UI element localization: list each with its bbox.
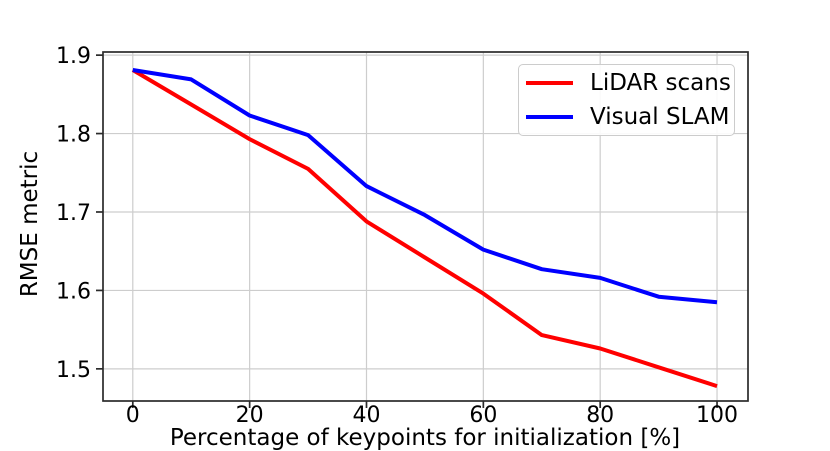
visual-slam-line-swatch [526,115,573,119]
legend-item-lidar-scans: LiDAR scans [526,66,731,100]
x-axis-label: Percentage of keypoints for initializati… [170,425,680,451]
x-tick-label: 0 [126,403,140,428]
x-tick-label: 80 [586,403,614,428]
x-tick-label: 100 [696,403,738,428]
y-tick-label: 1.5 [56,358,91,383]
y-tick-label: 1.7 [56,201,91,226]
axes-layer [96,51,749,408]
lidar-scans-line-swatch [526,81,573,85]
legend: LiDAR scans Visual SLAM [518,64,735,136]
y-tick-label: 1.6 [56,279,91,304]
series-layer [131,68,718,389]
series-line-lidar-scans [131,68,718,389]
x-tick-label: 20 [236,403,264,428]
plot-spines [102,51,749,402]
legend-label-lidar-scans: LiDAR scans [590,69,731,96]
tick-label-layer: 0 20 40 60 80 100 1.5 1.6 1.7 1.8 1.9 [56,44,738,428]
y-tick-label: 1.9 [56,44,91,69]
x-tick-label: 60 [469,403,497,428]
series-line-visual-slam [132,68,718,305]
y-tick-label: 1.8 [56,123,91,148]
x-tick-label: 40 [352,403,380,428]
y-axis-label: RMSE metric [17,151,43,297]
legend-label-visual-slam: Visual SLAM [590,103,730,130]
legend-item-visual-slam: Visual SLAM [526,100,730,134]
